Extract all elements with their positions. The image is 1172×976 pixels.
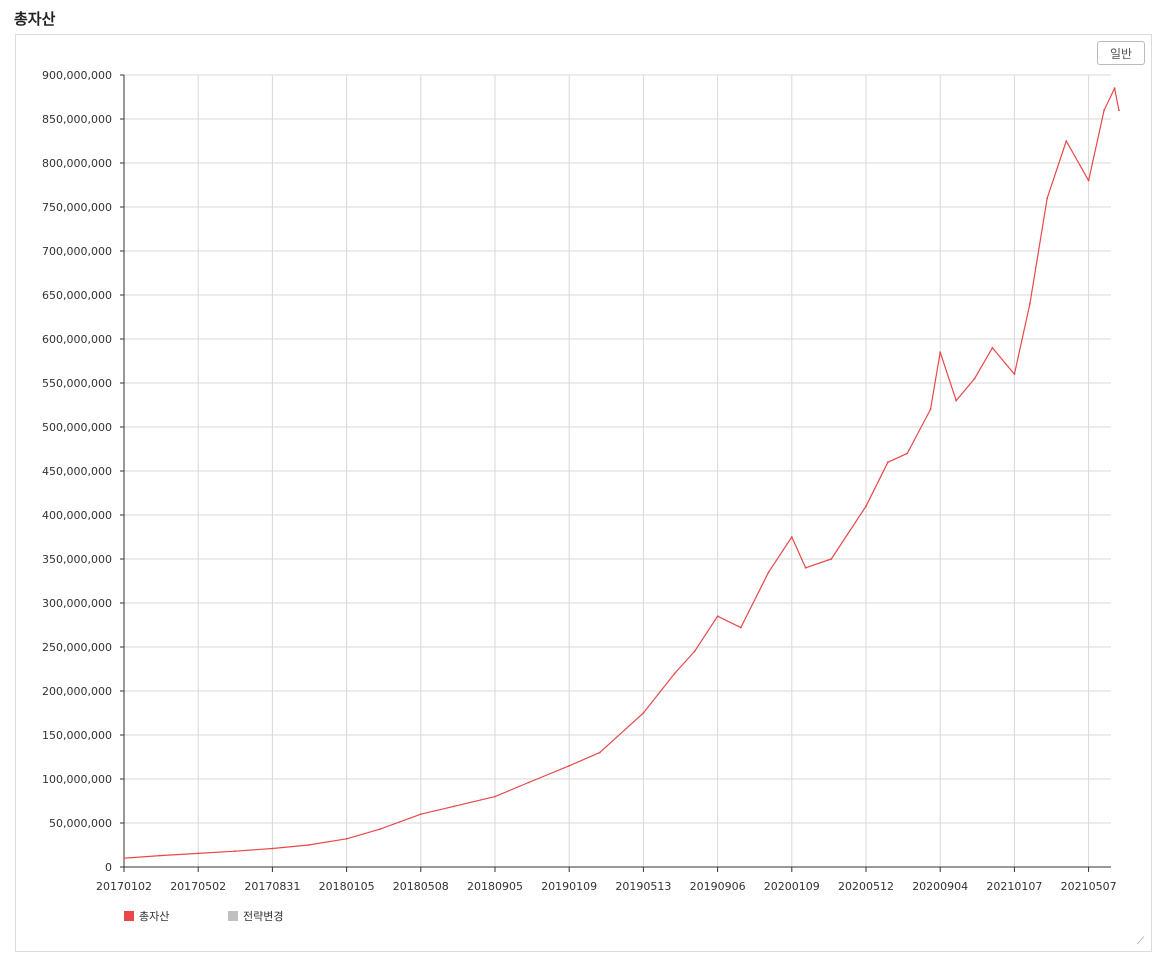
- data-point-total-assets: [973, 377, 976, 380]
- y-tick-label: 550,000,000: [42, 377, 112, 390]
- data-point-total-assets: [865, 505, 867, 508]
- mode-button[interactable]: 일반: [1097, 41, 1145, 65]
- legend-item-strategy-change[interactable]: 전략변경: [228, 908, 332, 924]
- y-tick-label: 900,000,000: [42, 69, 112, 82]
- data-point-total-assets: [234, 850, 236, 853]
- chart-panel: 일반 0 50,000,000 100,000,000 150,000,000 200,…: [15, 34, 1152, 952]
- x-tick-label: 20170831: [244, 880, 300, 893]
- data-point-total-assets: [790, 536, 793, 538]
- data-point-total-assets: [159, 854, 161, 857]
- y-tick-label: 100,000,000: [42, 773, 112, 786]
- data-point-total-assets: [197, 852, 200, 855]
- y-tick-label: 750,000,000: [42, 201, 112, 214]
- x-tick-label: 20180508: [393, 880, 449, 893]
- data-point-total-assets: [991, 346, 994, 349]
- data-point-total-assets: [739, 626, 742, 629]
- x-tick-label: 20180905: [467, 880, 523, 893]
- section-title: 총자산: [14, 10, 56, 28]
- y-tick-label: 350,000,000: [42, 553, 112, 566]
- data-point-total-assets: [123, 857, 125, 860]
- data-point-total-assets: [716, 615, 719, 618]
- legend-swatch-strategy-change: [228, 911, 238, 921]
- legend-label-strategy-change: 전략변경: [243, 910, 284, 923]
- data-point-total-assets: [939, 351, 942, 354]
- data-point-total-assets: [568, 764, 571, 767]
- data-point-total-assets: [378, 828, 381, 831]
- data-point-total-assets: [1113, 87, 1116, 90]
- resize-handle-icon[interactable]: ⟋: [1137, 936, 1144, 947]
- data-point-total-assets: [642, 712, 645, 714]
- x-tick-label: 20200109: [764, 880, 820, 893]
- x-tick-label: 20210107: [986, 880, 1042, 893]
- y-tick-label: 50,000,000: [49, 817, 112, 830]
- legend-label-total-assets: 총자산: [139, 910, 170, 923]
- y-tick-label: 600,000,000: [42, 333, 112, 346]
- x-tick-label: 20180105: [319, 880, 375, 893]
- data-point-total-assets: [307, 844, 310, 846]
- data-point-total-assets: [1087, 179, 1090, 182]
- x-tick-label: 20200904: [912, 880, 968, 893]
- y-tick-label: 200,000,000: [42, 685, 112, 698]
- data-point-total-assets: [767, 571, 770, 574]
- data-point-total-assets: [693, 650, 696, 653]
- data-point-total-assets: [527, 781, 530, 784]
- x-tick-label: 20190513: [615, 880, 671, 893]
- y-tick-label: 250,000,000: [42, 641, 112, 654]
- data-point-total-assets: [598, 751, 601, 754]
- data-point-total-assets: [804, 566, 807, 569]
- x-tick-label: 20190109: [541, 880, 597, 893]
- legend-swatch-total-assets: [124, 911, 134, 921]
- x-tick-label: 20170102: [96, 880, 152, 893]
- y-tick-label: 800,000,000: [42, 157, 112, 170]
- data-point-total-assets: [955, 399, 958, 402]
- y-tick-label: 450,000,000: [42, 465, 112, 478]
- y-tick-label: 500,000,000: [42, 421, 112, 434]
- y-tick-label: 650,000,000: [42, 289, 112, 302]
- x-tick-label: 20200512: [838, 880, 894, 893]
- data-point-total-assets: [1029, 302, 1031, 305]
- data-point-total-assets: [1103, 109, 1105, 112]
- y-tick-label: 400,000,000: [42, 509, 112, 522]
- data-point-total-assets: [887, 461, 889, 464]
- data-point-total-assets: [830, 558, 833, 560]
- legend-item-total-assets[interactable]: 총자산: [124, 908, 228, 924]
- series-line-total-assets: [123, 87, 1120, 859]
- data-point-total-assets: [1065, 140, 1068, 142]
- total-assets-chart: 0 50,000,000 100,000,000 150,000,000 200,000…: [42, 69, 1120, 893]
- y-tick-label: 850,000,000: [42, 113, 112, 126]
- data-point-total-assets: [673, 672, 676, 675]
- data-point-total-assets: [453, 805, 456, 808]
- y-tick-label: 700,000,000: [42, 245, 112, 258]
- data-point-total-assets: [906, 452, 909, 455]
- x-tick-label: 20190906: [690, 880, 746, 893]
- data-point-total-assets: [345, 837, 348, 840]
- y-tick-label: 300,000,000: [42, 597, 112, 610]
- y-tick-label: 0: [105, 861, 112, 874]
- data-point-total-assets: [929, 408, 932, 411]
- data-point-total-assets: [419, 813, 422, 816]
- data-point-total-assets: [1046, 197, 1049, 200]
- data-point-total-assets: [494, 795, 496, 798]
- data-point-total-assets: [1118, 109, 1120, 112]
- data-point-total-assets: [1013, 373, 1016, 376]
- x-tick-label: 20210507: [1061, 880, 1117, 893]
- data-point-total-assets: [271, 847, 274, 850]
- y-tick-label: 150,000,000: [42, 729, 112, 742]
- legend: 총자산 전략변경: [124, 908, 332, 924]
- x-tick-label: 20170502: [170, 880, 226, 893]
